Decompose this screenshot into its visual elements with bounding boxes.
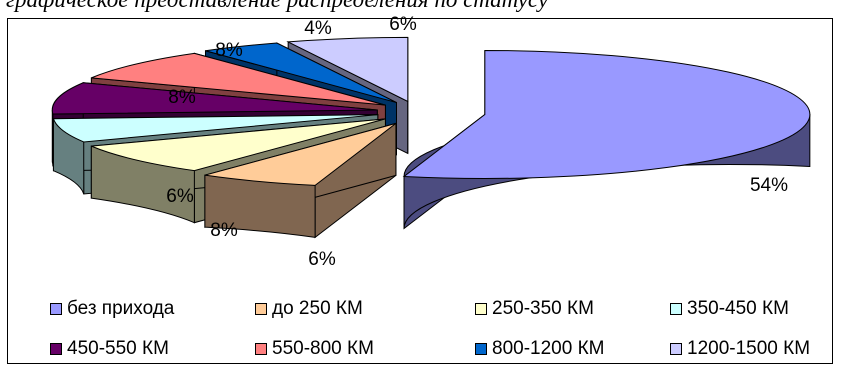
legend-item-5: 550-800 КМ (255, 329, 475, 369)
legend-item-7: 1200-1500 КМ (670, 329, 810, 369)
legend-label-6: 800-1200 КМ (492, 338, 605, 359)
legend-label-5: 550-800 КМ (272, 338, 374, 359)
legend-label-2: 250-350 КМ (492, 298, 594, 319)
data-label-5: 8% (215, 40, 243, 61)
legend-swatch-5 (255, 343, 267, 355)
data-label-0: 54% (750, 175, 788, 196)
data-label-2: 8% (210, 220, 238, 241)
legend-label-4: 450-550 КМ (67, 338, 169, 359)
legend-row-2: 450-550 КМ 550-800 КМ 800-1200 КМ 1200-1… (50, 329, 830, 369)
legend-item-3: 350-450 КМ (670, 289, 789, 329)
legend-item-1: до 250 КМ (255, 289, 475, 329)
legend-item-2: 250-350 КМ (475, 289, 670, 329)
legend-swatch-6 (475, 343, 487, 355)
data-label-7: 6% (389, 14, 417, 35)
data-label-3: 6% (166, 186, 194, 207)
legend-swatch-4 (50, 343, 62, 355)
legend-swatch-2 (475, 303, 487, 315)
legend-swatch-0 (50, 303, 62, 315)
legend-item-4: 450-550 КМ (50, 329, 255, 369)
legend-item-0: без прихода (50, 289, 255, 329)
data-label-6: 4% (304, 18, 332, 39)
pie-slice-1 (204, 122, 397, 239)
legend-swatch-7 (670, 343, 682, 355)
chart-legend: без прихода до 250 КМ 250-350 КМ 350-450… (50, 289, 830, 369)
data-label-1: 6% (308, 249, 336, 270)
chart-caption: графическое представление распределения … (0, 0, 845, 13)
legend-swatch-1 (255, 303, 267, 315)
legend-label-7: 1200-1500 КМ (687, 338, 811, 359)
legend-item-6: 800-1200 КМ (475, 329, 670, 369)
legend-label-0: без прихода (67, 298, 175, 319)
legend-row-1: без прихода до 250 КМ 250-350 КМ 350-450… (50, 289, 830, 329)
legend-label-1: до 250 КМ (272, 298, 363, 319)
legend-swatch-3 (670, 303, 682, 315)
data-label-4: 8% (168, 87, 196, 108)
legend-label-3: 350-450 КМ (687, 298, 789, 319)
pie-slice-0 (402, 49, 811, 230)
